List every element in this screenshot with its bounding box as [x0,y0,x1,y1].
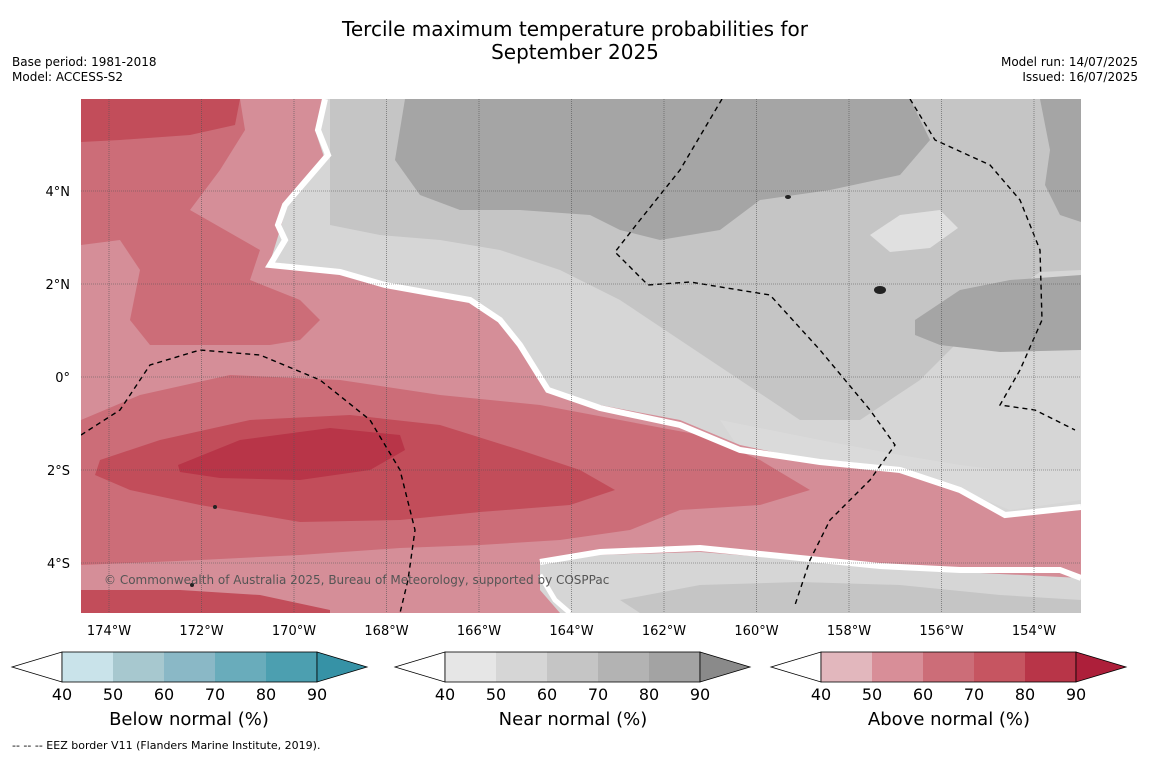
near-normal-45-patch [870,210,958,252]
colorbar-extend-high [1075,651,1128,683]
near-normal-label: Near normal (%) [498,709,648,730]
island-marker [785,195,791,199]
colorbar-tick-label: 40 [52,685,72,704]
forty-percent-contour-north [264,99,1081,519]
near-normal-70-north [395,99,930,240]
colorbar-tick-label: 40 [435,685,455,704]
colorbar-tick-label: 90 [690,685,710,704]
lon-tick-label: 172°W [179,624,223,639]
eez-border-east [614,99,896,606]
lat-tick-label: 2°N [46,278,71,293]
meta-right: Model run: 14/07/2025 Issued: 16/07/2025 [1001,55,1138,85]
colorbar-segment [266,652,317,682]
colorbar-tick-label: 80 [256,685,276,704]
eez-border-west [81,349,416,613]
colorbar-segment [821,652,872,682]
colorbar-tick-label: 40 [811,685,831,704]
colorbar-segment [62,652,113,682]
colorbar-extend-high [316,651,369,683]
colorbar-segment [598,652,649,682]
above-normal-60-nw [81,99,320,345]
eez-border-far-east [909,99,1076,431]
colorbar-0: 40 50 60 70 80 90 [10,651,369,704]
colorbar-tick-label: 60 [537,685,557,704]
colorbar-tick-label: 80 [1015,685,1035,704]
colorbar-extend-low [769,651,822,683]
above-normal-70-south [81,590,330,613]
colorbar-segment [113,652,164,682]
eez-footnote: -- -- -- EEZ border V11 (Flanders Marine… [12,739,321,752]
colorbar-tick-label: 60 [154,685,174,704]
island-marker [213,505,217,509]
model-name: Model: ACCESS-S2 [12,70,124,84]
colorbar-tick-label: 50 [862,685,882,704]
above-normal-70-nw [81,99,240,142]
island-marker [190,583,194,587]
near-normal-south-60 [620,582,1081,613]
colorbar-segment [215,652,266,682]
colorbar-tick-label: 70 [205,685,225,704]
above-normal-label: Above normal (%) [867,709,1031,730]
colorbar-extend-high [699,651,752,683]
colorbar-segment [164,652,215,682]
colorbar-tick-label: 90 [1066,685,1086,704]
latitude-gridlines [81,190,1081,564]
colorbar-tick-label: 60 [913,685,933,704]
forty-percent-contour-sw [537,573,572,613]
lat-tick-label: 0° [55,371,70,386]
lon-tick-label: 170°W [272,624,316,639]
lon-tick-label: 162°W [642,624,686,639]
longitude-gridlines [108,99,1035,613]
near-normal-70-east [915,275,1081,352]
colorbar-segment [1025,652,1076,682]
lon-tick-label: 174°W [87,624,131,639]
colorbar-segment [974,652,1025,682]
above-normal-80-core [178,428,405,480]
colorbar-extend-low [393,651,446,683]
island-marker [874,286,886,294]
near-normal-70-ne [1040,99,1081,222]
lat-tick-label: 4°S [47,557,70,572]
colorbar-segment [547,652,598,682]
colorbar-tick-label: 80 [639,685,659,704]
latitude-labels: 4°N 2°N 0° 2°S 4°S [46,185,71,572]
model-run: Model run: 14/07/2025 [1000,55,1138,69]
lat-tick-label: 4°N [46,185,71,200]
lat-tick-label: 2°S [47,464,70,479]
colorbar-tick-label: 70 [588,685,608,704]
lon-tick-label: 154°W [1012,624,1056,639]
colorbar-tick-label: 50 [486,685,506,704]
lon-tick-label: 164°W [549,624,593,639]
map-title: Tercile maximum temperature probabilitie… [0,18,1150,64]
issued-date: Issued: 16/07/2025 [1022,70,1138,84]
lon-tick-label: 158°W [827,624,871,639]
colorbar-tick-label: 90 [307,685,327,704]
colorbar-segment [649,652,700,682]
colorbar-1: 40 50 60 70 80 90 [393,651,752,704]
colorbar-segment [872,652,923,682]
colorbar-tick-label: 50 [103,685,123,704]
copyright-text: © Commonwealth of Australia 2025, Bureau… [104,573,609,587]
forty-percent-contour-south [539,544,1081,581]
colorbar-2: 40 50 60 70 80 90 [769,651,1128,704]
lon-tick-label: 166°W [457,624,501,639]
below-normal-label: Below normal (%) [109,709,269,730]
lon-tick-label: 156°W [919,624,963,639]
meta-left: Base period: 1981-2018 Model: ACCESS-S2 [12,55,157,85]
colorbar-segment [496,652,547,682]
title-line-2: September 2025 [491,40,659,64]
lon-tick-label: 160°W [734,624,778,639]
base-period: Base period: 1981-2018 [12,55,157,69]
colorbar-tick-label: 70 [964,685,984,704]
colorbars: 40 50 60 70 80 90 40 50 60 70 80 90 40 50 60 70 80 90 [10,651,1128,704]
longitude-labels: 174°W 172°W 170°W 168°W 166°W 164°W 162°W 160°W… [87,624,1056,639]
title-line-1: Tercile maximum temperature probabilitie… [342,17,808,41]
colorbar-extend-low [10,651,63,683]
colorbar-segment [445,652,496,682]
lon-tick-label: 168°W [364,624,408,639]
map-area: © Commonwealth of Australia 2025, Bureau… [81,99,1081,613]
colorbar-segment [923,652,974,682]
near-normal-south-light [720,420,1081,510]
